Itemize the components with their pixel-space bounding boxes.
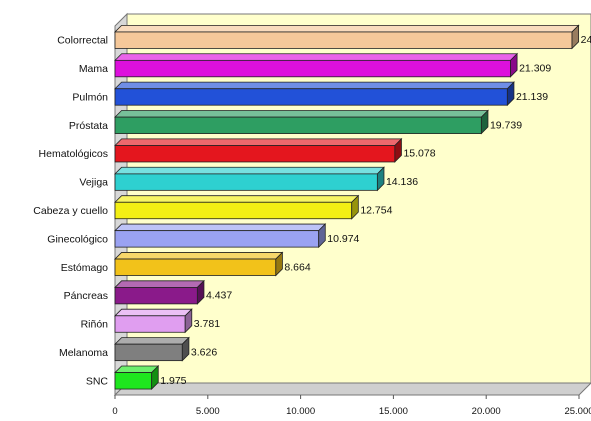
value-label: 3.781 [194,318,220,330]
bar [114,223,327,249]
bar-top-face [114,138,403,146]
bar [114,308,193,334]
bar-front-face [114,287,198,305]
x-tick-label: 20.000 [472,406,501,417]
category-label: SNC [86,375,109,387]
category-label: Colorrectal [57,35,108,47]
bar-top-face [114,166,385,175]
value-label: 12.754 [360,205,392,217]
bar-top-face [114,81,515,90]
bar-top-face [114,110,489,118]
bar-front-face [114,315,186,333]
category-label: Mama [79,63,108,75]
value-label: 21.309 [519,63,551,75]
bar-end-face [394,137,402,163]
bars-group [114,24,580,391]
bar-front-face [114,201,353,220]
chart-wall [113,12,591,397]
bar-end-face [480,109,489,135]
x-tick-label: 0 [112,406,117,417]
value-label: 14.136 [386,176,418,188]
bar-front-face [114,372,153,390]
bar-top-face [114,53,519,61]
bar-top-face [114,195,360,203]
bar [114,279,205,305]
category-label: Pulmón [72,91,108,103]
bar [114,194,360,220]
bar-end-face [181,336,190,362]
bar-end-face [275,251,283,277]
bar [114,137,403,163]
bar-end-face [184,308,193,334]
category-label: Páncreas [64,290,108,302]
category-label: Melanoma [59,347,108,359]
category-label: Estómago [61,262,108,274]
bar-front-face [114,173,378,191]
bar-front-face [114,116,482,134]
bar-end-face [571,24,580,50]
bar-front-face [114,31,573,49]
bar-top-face [114,365,160,373]
x-tick-label: 25.000 [564,406,591,417]
bar-front-face [114,258,277,276]
value-labels: 24.624 21.309 21.139 19.739 15.078 14.136 12.7… [160,34,591,387]
category-label: Cabeza y cuello [33,205,108,217]
category-label: Vejiga [79,177,108,189]
x-axis: 0 5.000 10.000 15.000 20.000 25.000 [112,395,591,417]
bar [114,336,190,362]
bar-end-face [510,52,518,78]
value-label: 4.437 [206,290,232,302]
bar [114,251,284,277]
x-tick-label: 15.000 [379,406,408,417]
bar-top-face [114,280,205,288]
bar-top-face [114,252,284,260]
bar [114,166,385,192]
bar-end-face [318,223,326,249]
bar-top-face [114,337,190,345]
value-label: 15.078 [403,148,435,160]
bar-front-face [114,88,508,106]
bar [114,52,519,78]
bar-end-face [506,81,515,107]
bar-top-face [114,223,327,232]
category-label: Hematológicos [39,148,108,160]
bar-top-face [114,24,580,33]
value-label: 10.974 [327,233,359,245]
bar-top-face [114,308,193,317]
x-tick-label: 5.000 [196,406,220,417]
bar-front-face [114,145,396,163]
bar-end-face [351,194,359,220]
bar [114,109,489,135]
bar-end-face [151,365,159,391]
value-label: 21.139 [516,91,548,103]
category-label: Próstata [69,120,108,132]
bar-end-face [376,166,385,192]
value-label: 8.664 [284,261,310,273]
category-label: Ginecológico [47,233,108,245]
value-label: 1.975 [160,375,186,387]
category-labels: Colorrectal Mama Pulmón Próstata Hematológic… [33,35,108,388]
value-label: 3.626 [191,346,217,358]
value-label: 24.624 [581,34,591,46]
bar [114,365,160,391]
bar [114,24,580,50]
bar-end-face [196,279,205,305]
bar-front-face [114,59,511,78]
bar-front-face [114,343,183,362]
value-label: 19.739 [490,119,522,131]
bar [114,81,515,107]
bar-front-face [114,230,320,248]
category-label: Riñón [81,319,109,331]
x-tick-label: 10.000 [286,406,315,417]
